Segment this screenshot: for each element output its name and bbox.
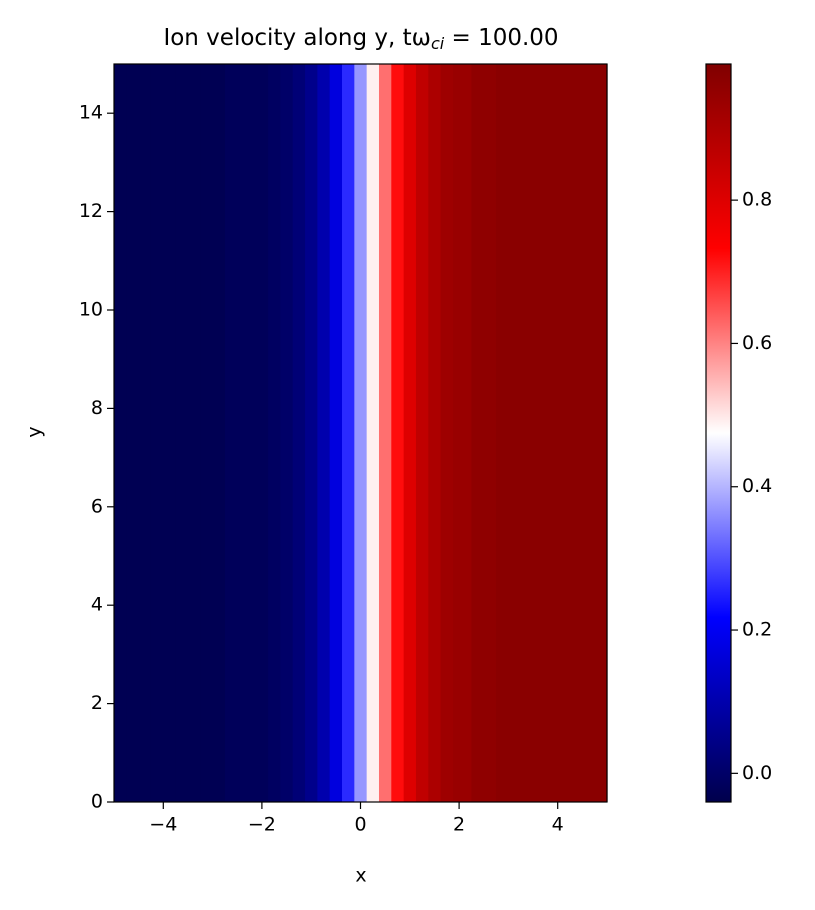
y-tick-label: 6	[91, 495, 103, 517]
heatmap-cell	[280, 64, 294, 802]
colorbar	[705, 63, 732, 803]
title-part: Ion velocity along y, tω	[163, 25, 431, 51]
heatmap-cell	[428, 64, 442, 802]
heatmap-cell	[249, 64, 269, 802]
y-tick-label: 2	[91, 692, 103, 714]
heatmap-cell	[200, 64, 226, 802]
heatmap-cell	[342, 64, 355, 802]
x-tick-label: 4	[552, 814, 564, 836]
heatmap-cell	[570, 64, 596, 802]
colorbar-tick-label: 0.0	[742, 762, 772, 784]
colorbar-tick-label: 0.2	[742, 619, 772, 641]
heatmap-cell	[452, 64, 473, 802]
heatmap-cell	[224, 64, 251, 802]
x-tick-label: −4	[149, 814, 177, 836]
heatmap-cell	[329, 64, 343, 802]
y-tick-label: 14	[79, 102, 103, 124]
colorbar-tick-label: 0.6	[742, 332, 772, 354]
y-tick-label: 8	[91, 397, 103, 419]
heatmap-cell	[150, 64, 177, 802]
heatmap-cell	[440, 64, 454, 802]
y-tick-label: 12	[79, 200, 103, 222]
heatmap-cell	[114, 64, 127, 802]
chart-title: Ion velocity along y, tωci = 100.00	[163, 25, 558, 53]
heatmap-cell	[378, 64, 392, 802]
colorbar-tick-label: 0.8	[742, 189, 772, 211]
x-axis-label: x	[355, 865, 366, 887]
heatmap-cell	[471, 64, 497, 802]
heatmap-cell	[354, 64, 368, 802]
heatmap-cell	[305, 64, 318, 802]
heatmap-cell	[520, 64, 546, 802]
heatmap-cell	[415, 64, 429, 802]
y-axis-label: y	[24, 426, 46, 437]
y-tick-label: 4	[91, 594, 103, 616]
heatmap-cell	[175, 64, 201, 802]
heatmap-cell	[268, 64, 281, 802]
heatmap-cell	[391, 64, 405, 802]
y-tick-label: 10	[79, 299, 103, 321]
heatmap-cell	[292, 64, 306, 802]
x-tick-label: −2	[248, 814, 276, 836]
colorbar-tick-label: 0.4	[742, 475, 772, 497]
x-tick-label: 2	[453, 814, 465, 836]
x-tick-label: 0	[354, 814, 366, 836]
heatmap-cell	[317, 64, 331, 802]
heatmap-cell	[496, 64, 522, 802]
heatmap-cell	[126, 64, 152, 802]
y-tick-label: 0	[91, 791, 103, 813]
heatmap-cell	[366, 64, 380, 802]
title-subscript: ci	[431, 34, 445, 53]
heatmap-cell	[545, 64, 571, 802]
heatmap-cell	[403, 64, 417, 802]
title-part: = 100.00	[444, 25, 558, 51]
heatmap-cell	[594, 64, 608, 802]
